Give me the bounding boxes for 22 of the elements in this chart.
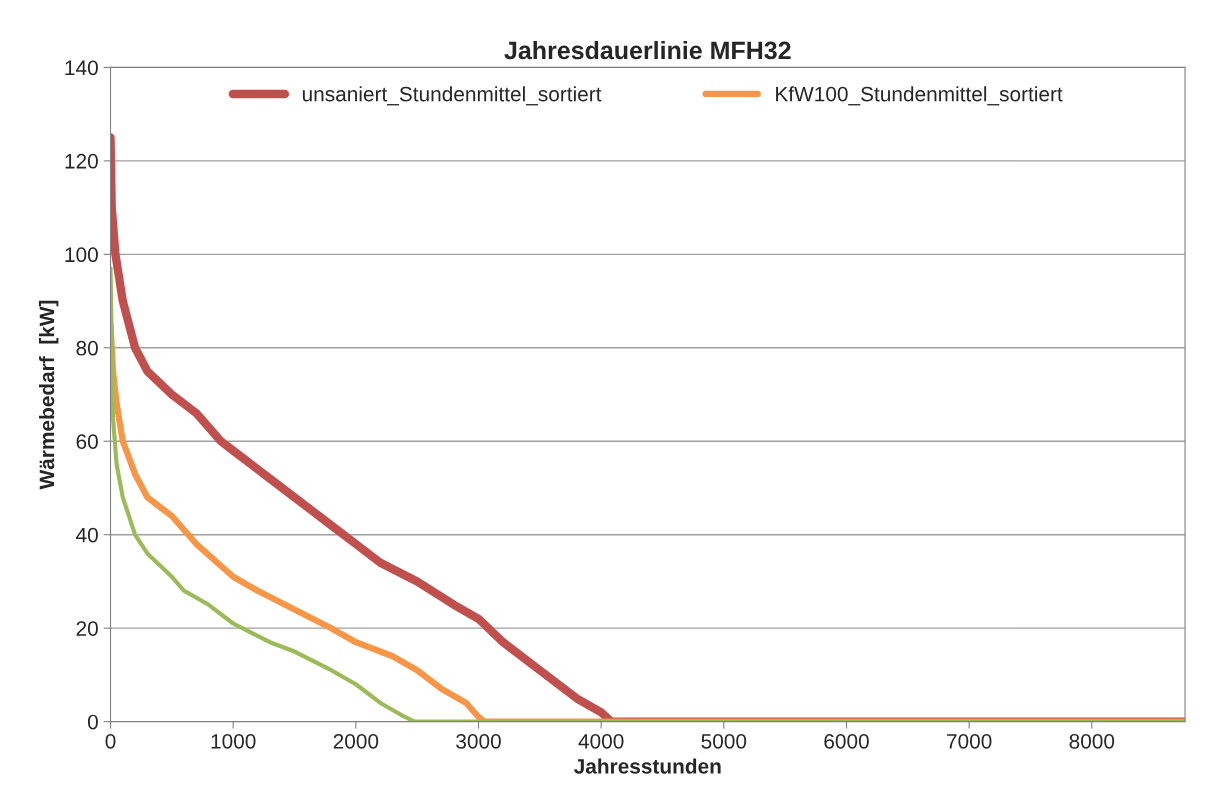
y-tick-label: 80	[76, 340, 98, 356]
x-axis-title: Jahresstunden	[574, 758, 721, 774]
y-tick-label: 0	[87, 714, 98, 730]
x-tick-label: 7000	[947, 733, 992, 749]
x-tick-label: 3000	[456, 733, 501, 749]
y-tick-label: 140	[65, 60, 98, 76]
x-tick-label: 8000	[1069, 733, 1115, 749]
y-tick-label: 40	[76, 527, 98, 543]
y-tick-label: 20	[76, 621, 98, 636]
y-tick-label: 120	[65, 153, 98, 169]
x-tick-label: 4000	[578, 733, 624, 749]
legend-label: unsaniert_Stundenmittel_sortiert	[302, 86, 602, 106]
x-tick-label: 1000	[211, 733, 256, 749]
y-axis-title: Wärmebedarf [kW]	[38, 300, 59, 490]
x-tick-label: 0	[105, 733, 116, 749]
x-tick-label: 6000	[824, 733, 869, 749]
x-tick-label: 5000	[701, 733, 747, 749]
legend-label: KfW100_Stundenmittel_sortiert	[776, 86, 1063, 106]
y-tick-label: 100	[65, 247, 98, 263]
chart-title: Jahresdauerlinie MFH32	[504, 40, 791, 60]
y-tick-label: 60	[76, 434, 98, 449]
x-tick-label: 2000	[333, 733, 379, 749]
